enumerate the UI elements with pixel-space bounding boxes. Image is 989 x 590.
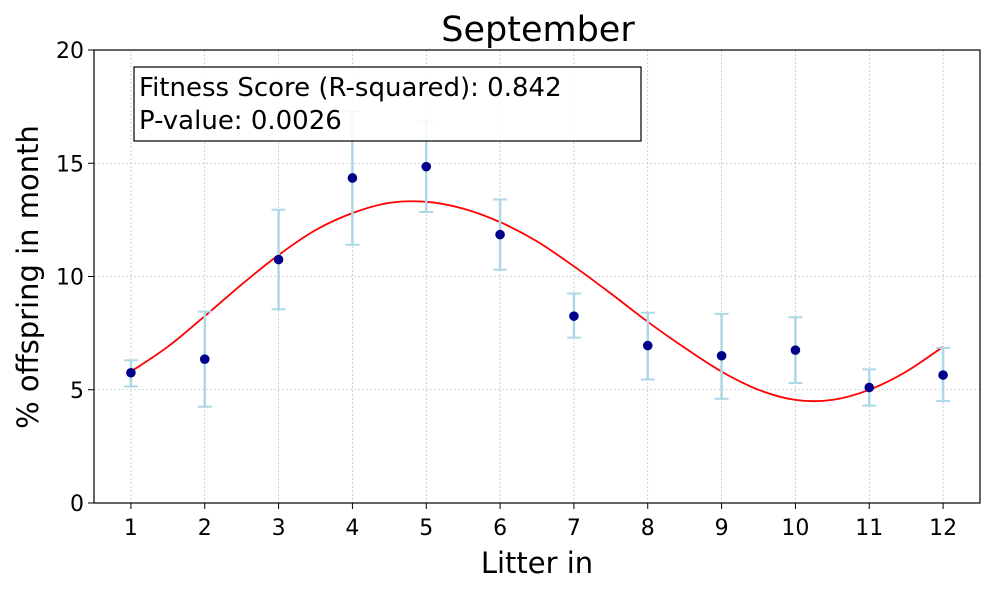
x-tick-label: 10 bbox=[781, 516, 809, 541]
grid-lines bbox=[94, 49, 980, 504]
y-tick-label: 10 bbox=[56, 266, 84, 291]
x-axis-label: Litter in bbox=[481, 546, 593, 580]
x-tick-label: 4 bbox=[345, 516, 359, 541]
y-axis-label: % offspring in month bbox=[11, 125, 45, 429]
data-point bbox=[790, 345, 801, 355]
y-axis-ticks: 0 5 10 15 20 bbox=[56, 39, 94, 517]
error-bars bbox=[123, 110, 951, 408]
data-point bbox=[126, 367, 136, 378]
x-tick-label: 12 bbox=[929, 516, 957, 541]
x-tick-label: 1 bbox=[124, 516, 138, 541]
y-tick-label: 15 bbox=[56, 152, 84, 177]
annotation-r-squared: Fitness Score (R-squared): 0.842 bbox=[139, 73, 562, 103]
data-point bbox=[199, 354, 210, 364]
data-point bbox=[642, 340, 653, 351]
data-point bbox=[421, 161, 432, 172]
x-tick-label: 5 bbox=[419, 516, 433, 541]
x-tick-label: 11 bbox=[855, 516, 883, 541]
x-tick-label: 2 bbox=[198, 516, 212, 541]
x-tick-label: 7 bbox=[567, 516, 581, 541]
data-points bbox=[126, 161, 948, 393]
fit-curve-layer bbox=[130, 200, 944, 403]
x-tick-label: 8 bbox=[641, 516, 655, 541]
y-tick-label: 0 bbox=[70, 492, 84, 517]
fit-curve bbox=[130, 200, 944, 403]
x-tick-label: 3 bbox=[272, 516, 286, 541]
x-tick-label: 6 bbox=[493, 516, 507, 541]
data-point bbox=[495, 229, 505, 240]
annotation-p-value: P-value: 0.0026 bbox=[139, 106, 342, 136]
annotation-box: Fitness Score (R-squared): 0.842 P-value… bbox=[133, 66, 642, 142]
data-point bbox=[938, 370, 948, 380]
data-point bbox=[864, 382, 875, 393]
x-axis-ticks: 1 2 3 4 5 6 7 8 9 10 11 12 bbox=[124, 503, 957, 541]
data-point bbox=[716, 350, 727, 361]
data-point bbox=[273, 254, 284, 265]
y-tick-label: 5 bbox=[70, 379, 84, 404]
y-tick-label: 20 bbox=[56, 39, 84, 64]
x-tick-label: 9 bbox=[715, 516, 729, 541]
data-point bbox=[347, 173, 358, 183]
data-point bbox=[569, 311, 579, 321]
chart-title: September bbox=[441, 10, 635, 50]
annotation-frame bbox=[133, 66, 642, 142]
